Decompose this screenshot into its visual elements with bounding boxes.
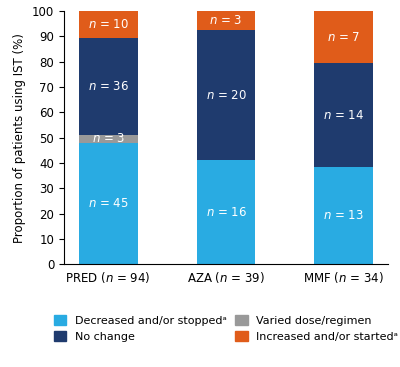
- Text: $n$ = 3: $n$ = 3: [92, 132, 125, 145]
- Bar: [196, 30, 256, 160]
- Bar: [79, 143, 138, 264]
- Bar: [79, 135, 138, 143]
- Text: $n$ = 10: $n$ = 10: [88, 18, 129, 31]
- Bar: [196, 160, 256, 264]
- Bar: [196, 11, 256, 30]
- Text: $n$ = 14: $n$ = 14: [323, 109, 364, 122]
- Text: $n$ = 45: $n$ = 45: [88, 197, 128, 210]
- Bar: [314, 167, 373, 264]
- Text: $n$ = 16: $n$ = 16: [206, 206, 246, 219]
- Legend: Decreased and/or stoppedᵃ, No change, Varied dose/regimen, Increased and/or star: Decreased and/or stoppedᵃ, No change, Va…: [54, 315, 398, 342]
- Bar: [79, 11, 138, 38]
- Bar: [314, 11, 373, 63]
- Bar: [314, 63, 373, 167]
- Bar: [79, 38, 138, 135]
- Text: $n$ = 7: $n$ = 7: [327, 30, 360, 44]
- Text: $n$ = 20: $n$ = 20: [206, 89, 246, 102]
- Text: $n$ = 36: $n$ = 36: [88, 80, 129, 93]
- Y-axis label: Proportion of patients using IST (%): Proportion of patients using IST (%): [14, 33, 26, 243]
- Text: $n$ = 3: $n$ = 3: [209, 14, 243, 27]
- Text: $n$ = 13: $n$ = 13: [324, 209, 364, 222]
